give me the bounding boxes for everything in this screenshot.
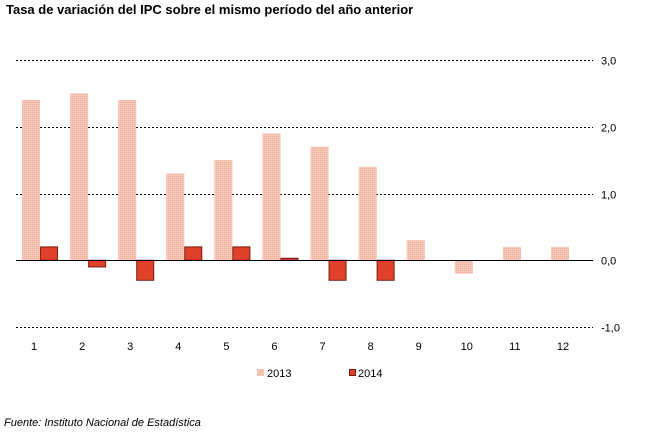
bar-2014	[328, 259, 347, 281]
bar-2013	[550, 246, 569, 261]
bar-2014	[136, 259, 155, 281]
bar-2013	[454, 260, 473, 274]
y-tick-label: 0,0	[601, 256, 616, 268]
x-tick-label: 7	[319, 341, 325, 353]
x-tick-label: 8	[368, 341, 374, 353]
bar-2013	[262, 133, 281, 261]
axes: 3,02,01,00,0-1,01 2 3 4 5 6 7 8 9 10 11 12	[16, 56, 620, 353]
x-tick-label: 5	[223, 341, 229, 353]
bar-2013	[214, 160, 233, 261]
legend-label-2013: 2013	[267, 368, 291, 380]
bar-2014	[280, 257, 299, 261]
bar-2014	[184, 246, 203, 261]
bar-2013	[406, 240, 425, 261]
x-tick-label: 1	[31, 341, 37, 353]
x-tick-label: 11	[509, 341, 520, 353]
x-tick-label: 3	[127, 341, 133, 353]
gridlines	[16, 60, 593, 328]
legend: 2013 2014	[257, 368, 382, 380]
legend-swatch-2013	[257, 369, 264, 376]
y-tick-label: 3,0	[601, 56, 616, 68]
y-tick-label: 1,0	[601, 190, 616, 202]
bar-2013	[118, 100, 137, 261]
x-tick-label: 2	[79, 341, 85, 353]
x-tick-label: 12	[557, 341, 569, 353]
bar-2014	[376, 259, 395, 281]
bar-2013	[166, 173, 185, 261]
bar-2013	[310, 146, 329, 261]
x-tick-label: 9	[416, 341, 422, 353]
x-tick-label: 10	[461, 341, 473, 353]
bar-2014	[88, 259, 107, 268]
bar-2013	[358, 166, 377, 261]
source-note: Fuente: Instituto Nacional de Estadístic…	[4, 417, 201, 429]
x-tick-label: 6	[271, 341, 277, 353]
bar-2014	[40, 246, 59, 261]
legend-swatch-2014	[349, 369, 356, 376]
bar-2013	[22, 100, 41, 261]
bar-2013	[70, 93, 89, 261]
bar-2014	[232, 246, 251, 261]
x-tick-label: 4	[175, 341, 181, 353]
y-tick-label: -1,0	[601, 323, 620, 335]
bars	[22, 93, 569, 281]
y-tick-label: 2,0	[601, 123, 616, 135]
chart-title: Tasa de variación del IPC sobre el mismo…	[6, 2, 414, 17]
bar-2013	[502, 246, 521, 261]
legend-label-2014: 2014	[358, 368, 382, 380]
